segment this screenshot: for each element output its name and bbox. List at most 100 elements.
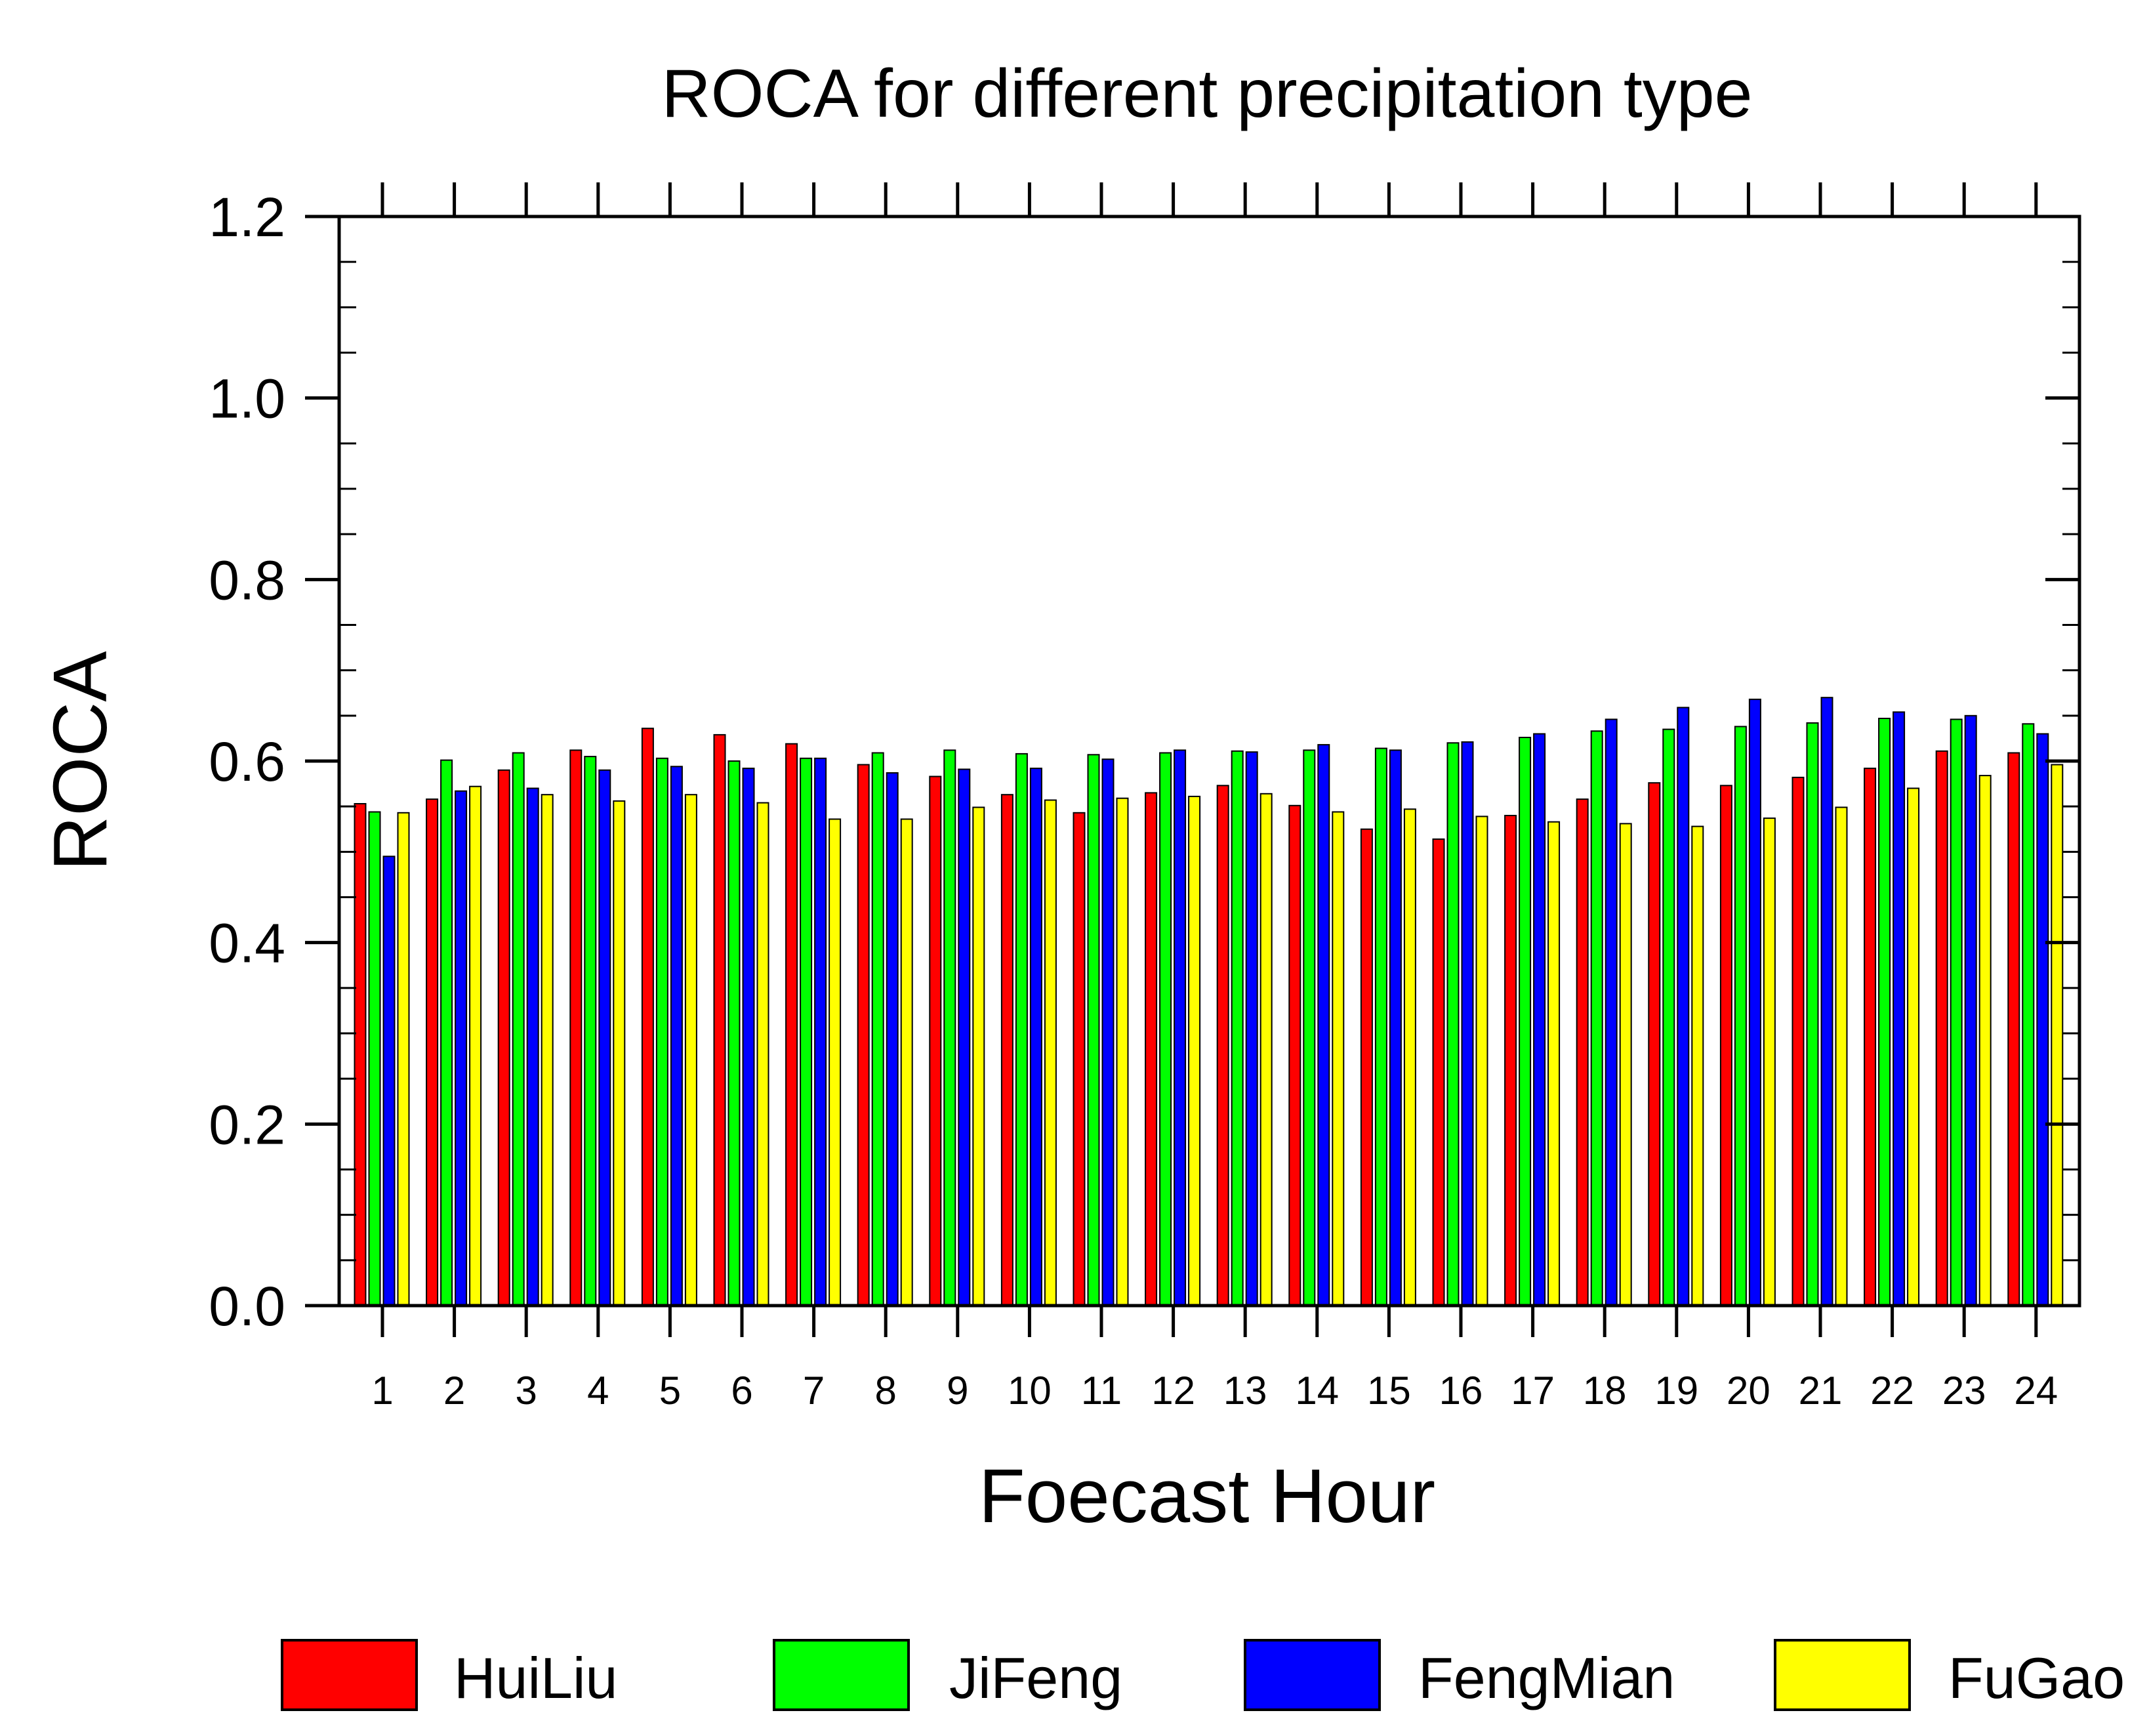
x-tick-label-22: 22: [1870, 1369, 1914, 1413]
bar-fengmian-hour-13: [1245, 751, 1258, 1306]
bar-jifeng-hour-19: [1662, 728, 1675, 1306]
x-tick-label-24: 24: [2014, 1369, 2058, 1413]
bar-fengmian-hour-20: [1748, 698, 1761, 1306]
bar-fengmian-hour-19: [1677, 707, 1690, 1306]
bar-jifeng-hour-21: [1806, 722, 1819, 1306]
legend: HuiLiu JiFeng FengMian FuGao: [281, 1639, 2125, 1711]
x-tick-label-12: 12: [1151, 1369, 1195, 1413]
bars-layer: [354, 697, 2064, 1307]
x-tick-label-8: 8: [875, 1369, 897, 1413]
bar-jifeng-hour-22: [1878, 718, 1891, 1306]
legend-item-fugao: FuGao: [1774, 1639, 2125, 1711]
bar-fugao-hour-18: [1619, 823, 1632, 1306]
x-tick-label-6: 6: [731, 1369, 752, 1413]
bar-huiliu-hour-14: [1288, 804, 1301, 1307]
bar-fugao-hour-11: [1116, 797, 1129, 1306]
legend-item-huiliu: HuiLiu: [281, 1639, 617, 1711]
legend-swatch-fugao: [1774, 1639, 1911, 1711]
bar-jifeng-hour-7: [800, 757, 813, 1307]
bar-jifeng-hour-15: [1374, 747, 1387, 1306]
y-axis: 0.0 0.2 0.4 0.6 0.8 1.0 1.2: [209, 186, 2079, 1337]
bar-jifeng-hour-23: [1950, 718, 1963, 1306]
bar-fugao-hour-7: [829, 818, 842, 1306]
bar-fengmian-hour-9: [958, 768, 971, 1306]
bar-huiliu-hour-5: [641, 728, 654, 1306]
x-tick-label-14: 14: [1295, 1369, 1339, 1413]
y-tick-label: 0.2: [209, 1094, 285, 1155]
bar-jifeng-hour-14: [1303, 749, 1316, 1306]
legend-swatch-huiliu: [281, 1639, 418, 1711]
bar-jifeng-hour-10: [1015, 753, 1028, 1306]
legend-label-jifeng: JiFeng: [949, 1645, 1122, 1710]
bar-jifeng-hour-16: [1446, 742, 1460, 1307]
bar-huiliu-hour-11: [1073, 812, 1086, 1307]
legend-item-fengmian: FengMian: [1244, 1639, 1675, 1711]
bar-huiliu-hour-16: [1432, 838, 1445, 1306]
bar-huiliu-hour-2: [426, 798, 439, 1306]
bar-jifeng-hour-2: [440, 759, 453, 1306]
x-tick-label-16: 16: [1439, 1369, 1483, 1413]
bar-jifeng-hour-20: [1734, 726, 1747, 1306]
bar-jifeng-hour-8: [871, 752, 884, 1306]
bar-fugao-hour-5: [684, 794, 697, 1306]
bar-huiliu-hour-20: [1719, 785, 1732, 1307]
y-tick-label: 0.6: [209, 731, 285, 793]
x-tick-label-23: 23: [1942, 1369, 1986, 1413]
bar-fugao-hour-10: [1044, 799, 1057, 1306]
y-tick-label: 0.4: [209, 913, 285, 974]
bar-fugao-hour-24: [2051, 764, 2064, 1306]
bar-fengmian-hour-22: [1893, 711, 1906, 1307]
bar-jifeng-hour-4: [584, 756, 597, 1306]
x-tick-label-2: 2: [443, 1369, 465, 1413]
bar-jifeng-hour-18: [1590, 730, 1603, 1307]
bar-jifeng-hour-6: [727, 760, 741, 1306]
bar-fugao-hour-9: [972, 806, 985, 1306]
minor-ticks: [339, 260, 2079, 1262]
x-axis: 1 2 3 4 5 6 7 8 9 10 11 12 13 14 15 16 17 18 19 20 21 22 23 24: [371, 182, 2058, 1413]
bar-jifeng-hour-3: [512, 752, 525, 1306]
bar-huiliu-hour-13: [1216, 785, 1229, 1307]
bar-fengmian-hour-16: [1461, 741, 1474, 1306]
bar-huiliu-hour-7: [785, 743, 798, 1306]
bar-fugao-hour-13: [1259, 793, 1273, 1307]
bar-fengmian-hour-3: [526, 787, 539, 1306]
bar-fugao-hour-20: [1763, 817, 1776, 1306]
bar-fugao-hour-22: [1907, 787, 1920, 1306]
bar-fengmian-hour-23: [1964, 714, 1977, 1307]
bar-fengmian-hour-7: [814, 757, 827, 1307]
x-tick-label-4: 4: [587, 1369, 609, 1413]
bar-jifeng-hour-24: [2022, 723, 2035, 1307]
chart-title: ROCA for different precipitation type: [662, 56, 1753, 132]
legend-swatch-jifeng: [773, 1639, 910, 1711]
x-tick-label-5: 5: [659, 1369, 681, 1413]
bar-fengmian-hour-8: [886, 772, 899, 1306]
bar-fugao-hour-14: [1332, 811, 1345, 1306]
bar-fugao-hour-21: [1835, 806, 1848, 1306]
bar-fengmian-hour-12: [1174, 749, 1187, 1306]
x-tick-label-1: 1: [371, 1369, 393, 1413]
bar-fugao-hour-8: [900, 818, 913, 1306]
bar-fengmian-hour-18: [1605, 718, 1618, 1306]
x-tick-label-15: 15: [1367, 1369, 1411, 1413]
bar-fengmian-hour-15: [1389, 749, 1402, 1306]
bar-huiliu-hour-24: [2007, 752, 2020, 1306]
bar-fugao-hour-3: [541, 794, 554, 1306]
bar-huiliu-hour-6: [713, 734, 726, 1306]
bar-huiliu-hour-4: [569, 749, 583, 1306]
bar-huiliu-hour-17: [1504, 815, 1517, 1306]
bar-huiliu-hour-8: [857, 764, 870, 1306]
bar-fugao-hour-2: [469, 785, 482, 1306]
bar-jifeng-hour-13: [1231, 750, 1244, 1307]
y-axis-label: ROCA: [37, 651, 123, 871]
x-tick-label-19: 19: [1654, 1369, 1698, 1413]
bar-fugao-hour-1: [397, 812, 410, 1307]
y-tick-label: 1.2: [209, 186, 285, 248]
bar-huiliu-hour-12: [1145, 792, 1158, 1306]
bar-huiliu-hour-23: [1935, 750, 1948, 1307]
bar-huiliu-hour-10: [1000, 794, 1013, 1306]
bar-fugao-hour-12: [1188, 795, 1201, 1306]
bar-fugao-hour-4: [613, 800, 626, 1306]
x-tick-label-10: 10: [1008, 1369, 1052, 1413]
bar-fugao-hour-23: [1978, 775, 1992, 1306]
bar-fengmian-hour-2: [455, 790, 468, 1306]
